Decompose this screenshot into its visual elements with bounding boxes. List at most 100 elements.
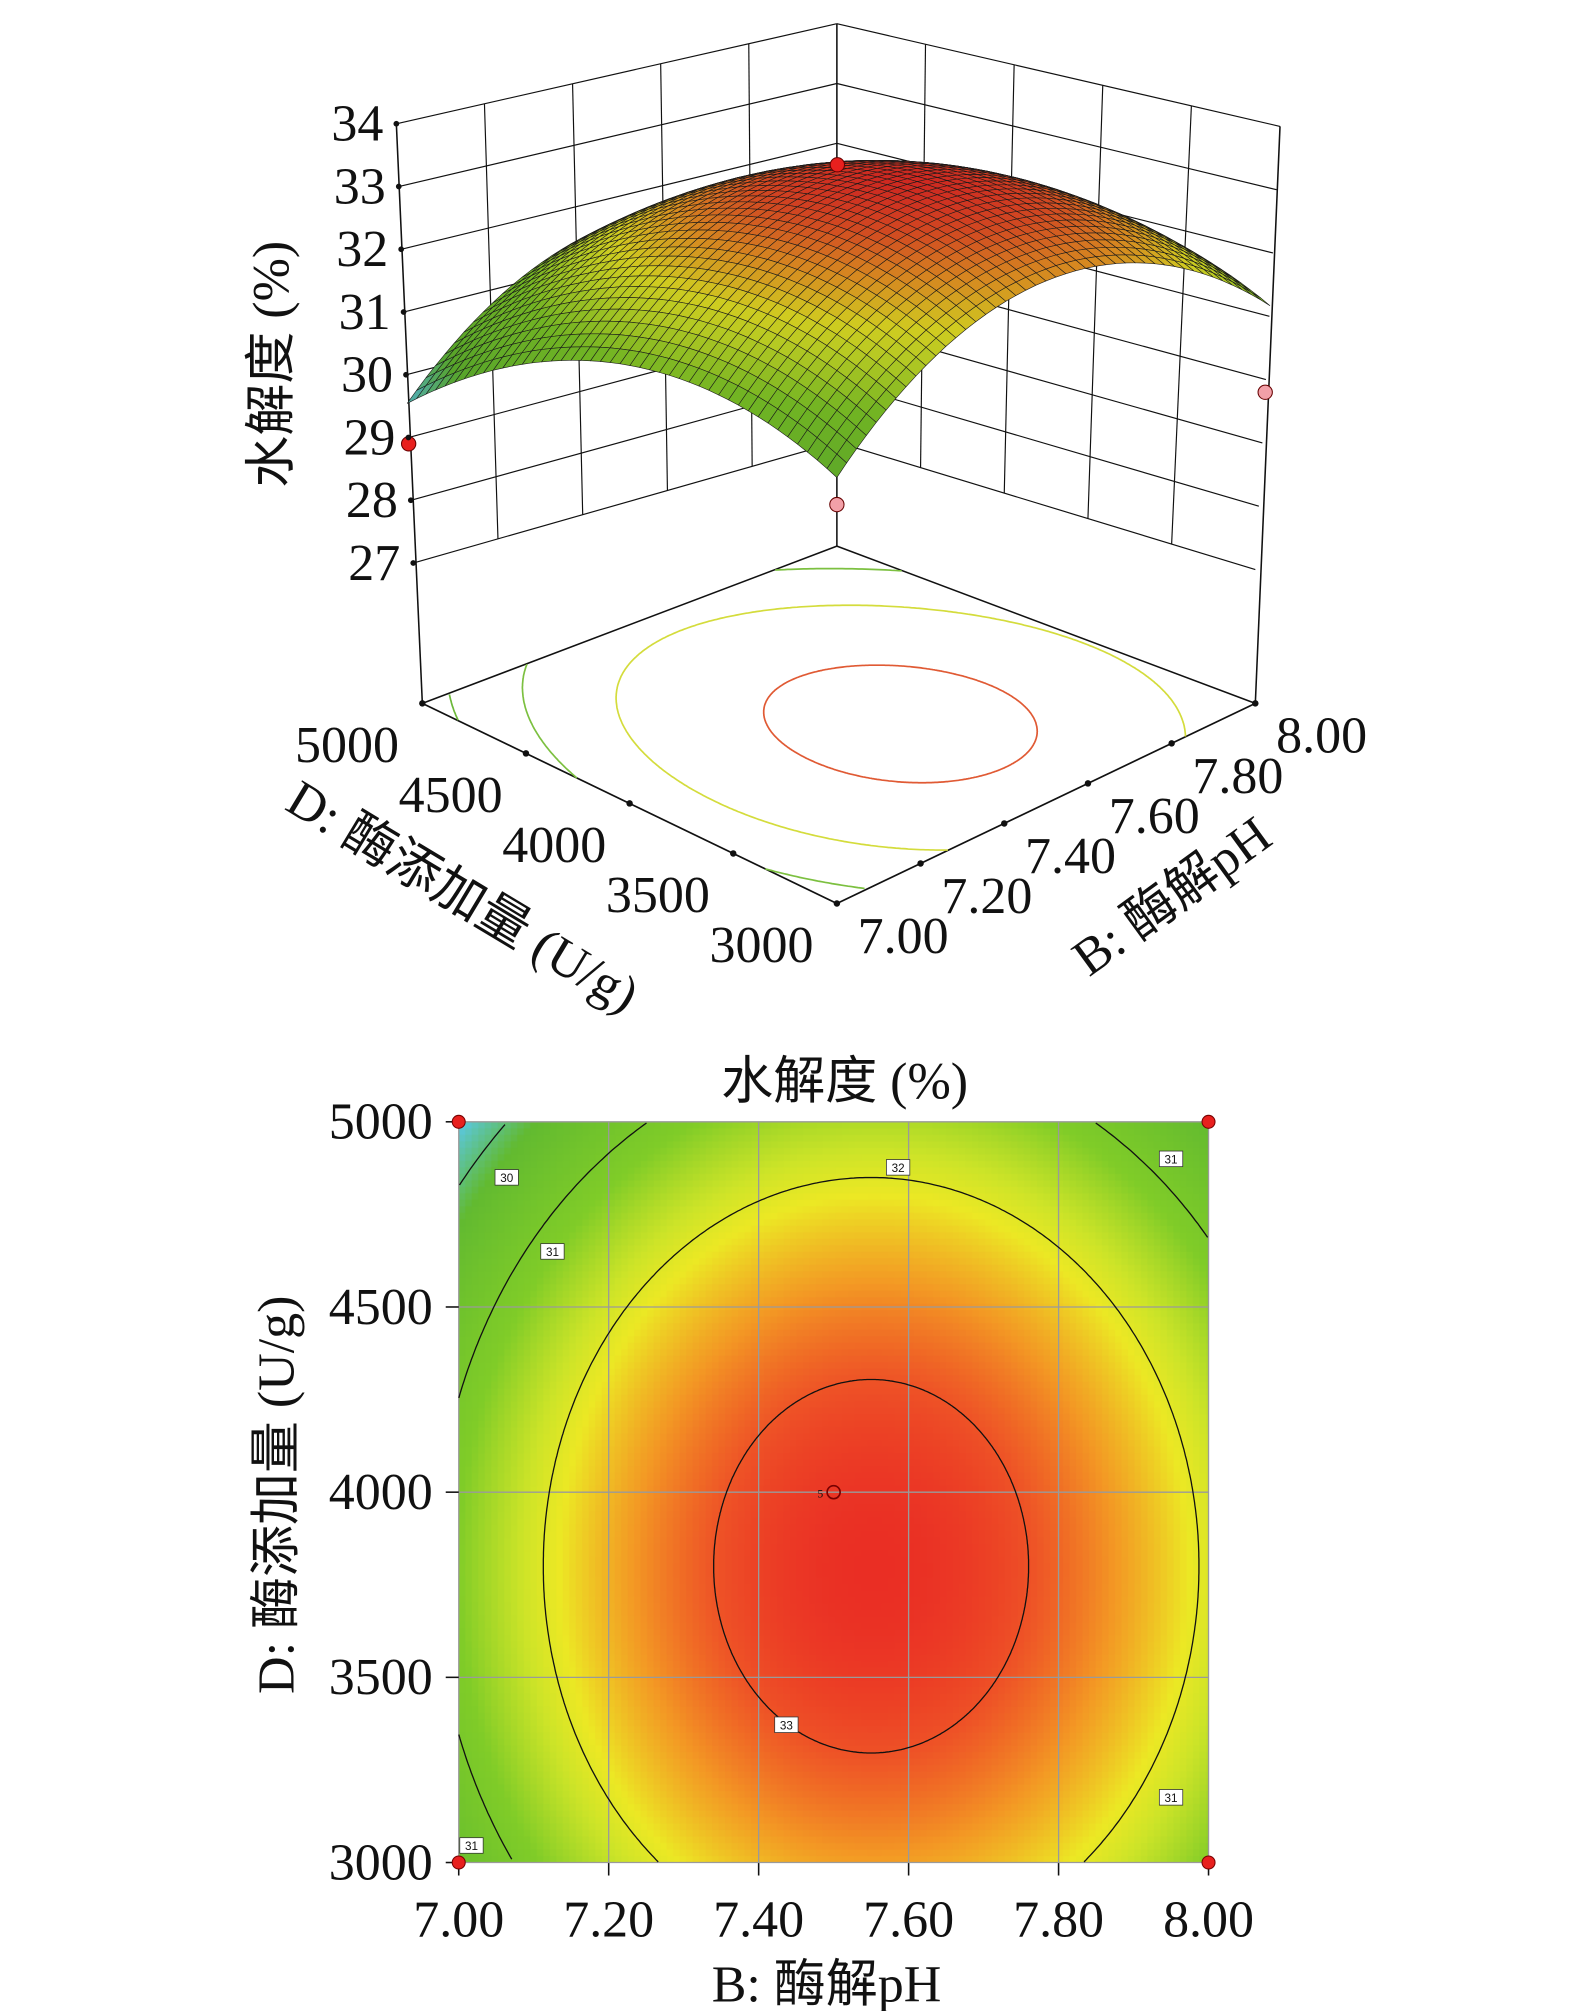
contour-x-axis-title: B: 酶解pH [712,1957,942,2011]
x-tick-label: 7.80 [1013,1892,1104,1949]
contour-label-box [1158,1150,1184,1168]
design-point-3d [1257,384,1273,400]
wall-gridline [401,142,838,250]
z-tick-label: 30 [341,347,393,404]
contour-label-box [886,1159,911,1176]
y-tick-label: 4500 [329,1279,433,1336]
enzyme-tick-label: 4000 [502,817,606,874]
contour-label-box [459,1837,484,1854]
wall-gridline [836,23,1281,127]
center-point [826,1484,841,1500]
z-tick-label: 33 [334,158,386,215]
z-tick-mark [407,497,414,504]
contour-label-box [540,1243,565,1260]
plot3d-floor [419,545,1259,907]
z-tick-label: 28 [346,472,398,529]
y-tick-label: 3000 [329,1834,433,1891]
surface-facet [1241,286,1261,301]
design-point [1201,1855,1216,1870]
contour-plot-2d: 水解度 (%) 30 31 32 31 33 31 31 5 7.00 7.20 7.40 7.6… [249,1053,1254,2011]
design-point-3d [829,496,845,513]
wall-gridline [398,82,838,188]
contour-label-box [494,1169,519,1186]
wall-gridline [1171,105,1192,545]
contour-line-33 [713,1378,1030,1754]
contour-label: 30 [500,1172,514,1185]
z-tick-mark [403,371,409,378]
z-tick-mark [395,183,402,190]
contour-plot-title: 水解度 (%) [721,1053,968,1110]
wall-gridline [1087,85,1104,519]
floor-contour-30 [448,694,459,721]
axis-end-mark [1252,700,1259,707]
ph-tick-label: 7.80 [1192,748,1283,805]
z-tick-label: 34 [331,96,383,153]
contour-y-axis-title: D: 酶添加量 (U/g) [249,1296,306,1694]
contour-line-32 [542,1176,1200,1863]
ph-tick-mark [1084,780,1092,787]
z-tick-label: 29 [343,409,395,466]
right-axis-line [1254,126,1281,704]
z-tick-mark [405,434,412,441]
design-point [1201,1114,1216,1129]
contour-lines [458,1122,1209,1863]
contour-line-30 [458,1124,506,1186]
floor-edge [836,545,1256,705]
floor-contour-31 [521,567,902,890]
contour-line-31 [458,1122,1209,1860]
floor-contour-32 [615,604,1187,851]
x-tick-label: 8.00 [1163,1892,1254,1949]
x-tick-label: 7.40 [713,1892,804,1949]
contour-label: 33 [780,1719,793,1732]
z-tick-label: 27 [348,535,400,592]
contour-label: 31 [465,1840,478,1853]
design-point [451,1114,466,1129]
z-tick-mark [400,309,407,315]
wall-gridline [836,381,1260,507]
contour-label-box [1158,1789,1184,1806]
contour-label-box [774,1716,799,1733]
center-point-replicates: 5 [817,1487,823,1500]
plot3d-tick-labels: 2728293031323334300035004000450050007.00… [295,96,1367,974]
floor-edge [422,545,838,705]
ph-tick-mark [1001,820,1008,827]
x-tick-label: 7.20 [563,1892,654,1949]
z-tick-mark [393,120,400,127]
enzyme-tick-mark [626,800,633,807]
z-tick-mark [398,246,405,253]
ph-tick-label: 8.00 [1276,708,1367,765]
design-point [451,1855,466,1870]
ph-tick-mark [1168,740,1175,747]
ph-axis-line [836,702,1256,905]
wall-gridline [836,82,1277,191]
y-tick-label: 3500 [329,1649,433,1706]
plot3d-z-axis-title: 水解度 (%) [243,241,300,488]
contour-label: 32 [892,1162,905,1175]
contour-label: 31 [1165,1792,1178,1805]
enzyme-tick-mark [729,850,737,857]
wall-gridline [413,441,838,564]
plot3d-design-points [400,157,1273,513]
z-tick-label: 32 [336,221,388,278]
axis-end-mark [419,700,426,707]
wall-gridline [396,23,838,125]
x-tick-label: 7.00 [413,1892,504,1949]
contour-tick-labels: 7.00 7.20 7.40 7.60 7.80 8.00 3000 3500 4000 4500… [329,1094,1254,1949]
ph-tick-label: 7.60 [1109,788,1200,845]
z-axis-line [395,123,424,704]
enzyme-tick-label: 3000 [710,917,814,974]
z-tick-label: 31 [339,284,391,341]
floor-contour-33 [762,664,1039,784]
design-point-3d [829,157,846,173]
contour-grid [445,1121,1210,1876]
y-tick-label: 5000 [329,1094,433,1151]
y-tick-label: 4000 [329,1464,433,1521]
surface-facet [826,453,848,478]
axis-end-mark [833,900,841,907]
enzyme-tick-label: 5000 [295,717,399,774]
response-surface [406,160,1271,478]
contour-labels: 30 31 32 31 33 31 31 [459,1150,1184,1854]
ph-tick-label: 7.20 [941,868,1032,925]
ph-tick-label: 7.40 [1025,828,1116,885]
